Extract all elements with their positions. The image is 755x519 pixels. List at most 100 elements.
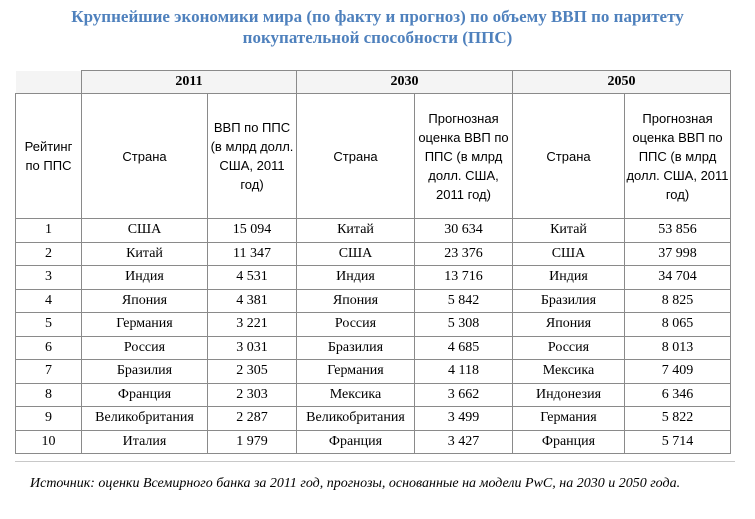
- table-row: 1 США 15 094 Китай 30 634 Китай 53 856: [15, 218, 731, 243]
- country-2011-cell: Япония: [81, 288, 208, 313]
- gdp-2050-cell: 8 013: [624, 335, 731, 360]
- gdp-2011-cell: 4 381: [207, 288, 297, 313]
- column-header-row: Рейтинг по ППС Страна ВВП по ППС (в млрд…: [15, 93, 731, 219]
- rank-cell: 8: [15, 382, 82, 407]
- country-2030-cell: Россия: [296, 312, 415, 337]
- gdp-2050-cell: 37 998: [624, 241, 731, 266]
- gdp-2011-cell: 2 303: [207, 382, 297, 407]
- gdp-2050-cell: 53 856: [624, 218, 731, 243]
- gdp-2011-cell: 4 531: [207, 265, 297, 290]
- gdp-2011-cell: 3 221: [207, 312, 297, 337]
- country-2030-cell: Мексика: [296, 382, 415, 407]
- year-2050-header: 2050: [512, 70, 731, 94]
- table-body: 1 США 15 094 Китай 30 634 Китай 53 856 2 Китай 11…: [15, 218, 731, 454]
- page-title: Крупнейшие экономики мира (по факту и пр…: [0, 6, 755, 48]
- gdp-2030-cell: 4 118: [414, 359, 513, 384]
- gdp-2011-cell: 2 305: [207, 359, 297, 384]
- gdp-2030-cell: 30 634: [414, 218, 513, 243]
- gdp-2050-cell: 5 714: [624, 429, 731, 454]
- gdp-2011-header: ВВП по ППС (в млрд долл. США, 2011 год): [207, 93, 297, 219]
- source-divider: [15, 461, 735, 462]
- gdp-2050-cell: 6 346: [624, 382, 731, 407]
- country-2050-cell: Индонезия: [512, 382, 625, 407]
- gdp-2011-cell: 15 094: [207, 218, 297, 243]
- country-2050-cell: Китай: [512, 218, 625, 243]
- gdp-ranking-table: 2011 2030 2050 Рейтинг по ППС Страна ВВП…: [15, 70, 731, 454]
- gdp-2030-cell: 4 685: [414, 335, 513, 360]
- country-2030-cell: Великобритания: [296, 406, 415, 431]
- source-note: Источник: оценки Всемирного банка за 201…: [30, 476, 681, 491]
- gdp-2030-cell: 3 662: [414, 382, 513, 407]
- rank-cell: 5: [15, 312, 82, 337]
- gdp-2011-cell: 1 979: [207, 429, 297, 454]
- country-2030-cell: Бразилия: [296, 335, 415, 360]
- title-line-2: покупательной способности (ППС): [242, 28, 513, 47]
- gdp-2050-cell: 8 825: [624, 288, 731, 313]
- country-2050-cell: Япония: [512, 312, 625, 337]
- gdp-2050-cell: 7 409: [624, 359, 731, 384]
- rank-cell: 7: [15, 359, 82, 384]
- year-header-row: 2011 2030 2050: [15, 70, 731, 94]
- forecast-2030-header: Прогнозная оценка ВВП по ППС (в млрд дол…: [414, 93, 513, 219]
- country-2050-cell: Германия: [512, 406, 625, 431]
- rank-cell: 10: [15, 429, 82, 454]
- gdp-2030-cell: 3 427: [414, 429, 513, 454]
- country-2030-cell: Индия: [296, 265, 415, 290]
- gdp-2011-cell: 11 347: [207, 241, 297, 266]
- rank-cell: 6: [15, 335, 82, 360]
- country-2050-cell: Мексика: [512, 359, 625, 384]
- gdp-2050-cell: 34 704: [624, 265, 731, 290]
- table-row: 6 Россия 3 031 Бразилия 4 685 Россия 8 013: [15, 335, 731, 360]
- country-2030-cell: Франция: [296, 429, 415, 454]
- gdp-2030-cell: 5 308: [414, 312, 513, 337]
- country-2011-cell: Германия: [81, 312, 208, 337]
- country-2030-cell: Япония: [296, 288, 415, 313]
- rank-cell: 1: [15, 218, 82, 243]
- gdp-2011-cell: 2 287: [207, 406, 297, 431]
- table-row: 5 Германия 3 221 Россия 5 308 Япония 8 065: [15, 312, 731, 337]
- gdp-2050-cell: 5 822: [624, 406, 731, 431]
- country-2011-cell: Бразилия: [81, 359, 208, 384]
- rank-cell: 4: [15, 288, 82, 313]
- country-2050-cell: Россия: [512, 335, 625, 360]
- table-row: 4 Япония 4 381 Япония 5 842 Бразилия 8 825: [15, 288, 731, 313]
- forecast-2050-header: Прогнозная оценка ВВП по ППС (в млрд дол…: [624, 93, 731, 219]
- gdp-2030-cell: 23 376: [414, 241, 513, 266]
- country-2011-cell: Россия: [81, 335, 208, 360]
- table-row: 10 Италия 1 979 Франция 3 427 Франция 5 714: [15, 429, 731, 454]
- gdp-2030-cell: 13 716: [414, 265, 513, 290]
- gdp-2030-cell: 3 499: [414, 406, 513, 431]
- country-2011-cell: США: [81, 218, 208, 243]
- country-2011-cell: Китай: [81, 241, 208, 266]
- country-2011-cell: Франция: [81, 382, 208, 407]
- country-2050-cell: Бразилия: [512, 288, 625, 313]
- table-row: 8 Франция 2 303 Мексика 3 662 Индонезия 6 346: [15, 382, 731, 407]
- country-2050-cell: США: [512, 241, 625, 266]
- year-2011-header: 2011: [81, 70, 297, 94]
- country-2050-cell: Франция: [512, 429, 625, 454]
- country-2030-cell: Китай: [296, 218, 415, 243]
- country-2011-cell: Индия: [81, 265, 208, 290]
- blank-corner-cell: [15, 70, 82, 94]
- rank-cell: 9: [15, 406, 82, 431]
- country-2050-cell: Индия: [512, 265, 625, 290]
- country-2030-header: Страна: [296, 93, 415, 219]
- country-2011-cell: Великобритания: [81, 406, 208, 431]
- table-row: 2 Китай 11 347 США 23 376 США 37 998: [15, 241, 731, 266]
- country-2030-cell: США: [296, 241, 415, 266]
- rank-cell: 3: [15, 265, 82, 290]
- country-2030-cell: Германия: [296, 359, 415, 384]
- country-2050-header: Страна: [512, 93, 625, 219]
- gdp-2030-cell: 5 842: [414, 288, 513, 313]
- year-2030-header: 2030: [296, 70, 513, 94]
- table-row: 7 Бразилия 2 305 Германия 4 118 Мексика 7 409: [15, 359, 731, 384]
- country-2011-header: Страна: [81, 93, 208, 219]
- table-row: 9 Великобритания 2 287 Великобритания 3 499 Г…: [15, 406, 731, 431]
- table-row: 3 Индия 4 531 Индия 13 716 Индия 34 704: [15, 265, 731, 290]
- gdp-2011-cell: 3 031: [207, 335, 297, 360]
- gdp-2050-cell: 8 065: [624, 312, 731, 337]
- country-2011-cell: Италия: [81, 429, 208, 454]
- title-line-1: Крупнейшие экономики мира (по факту и пр…: [71, 7, 684, 26]
- rank-cell: 2: [15, 241, 82, 266]
- rank-header: Рейтинг по ППС: [15, 93, 82, 219]
